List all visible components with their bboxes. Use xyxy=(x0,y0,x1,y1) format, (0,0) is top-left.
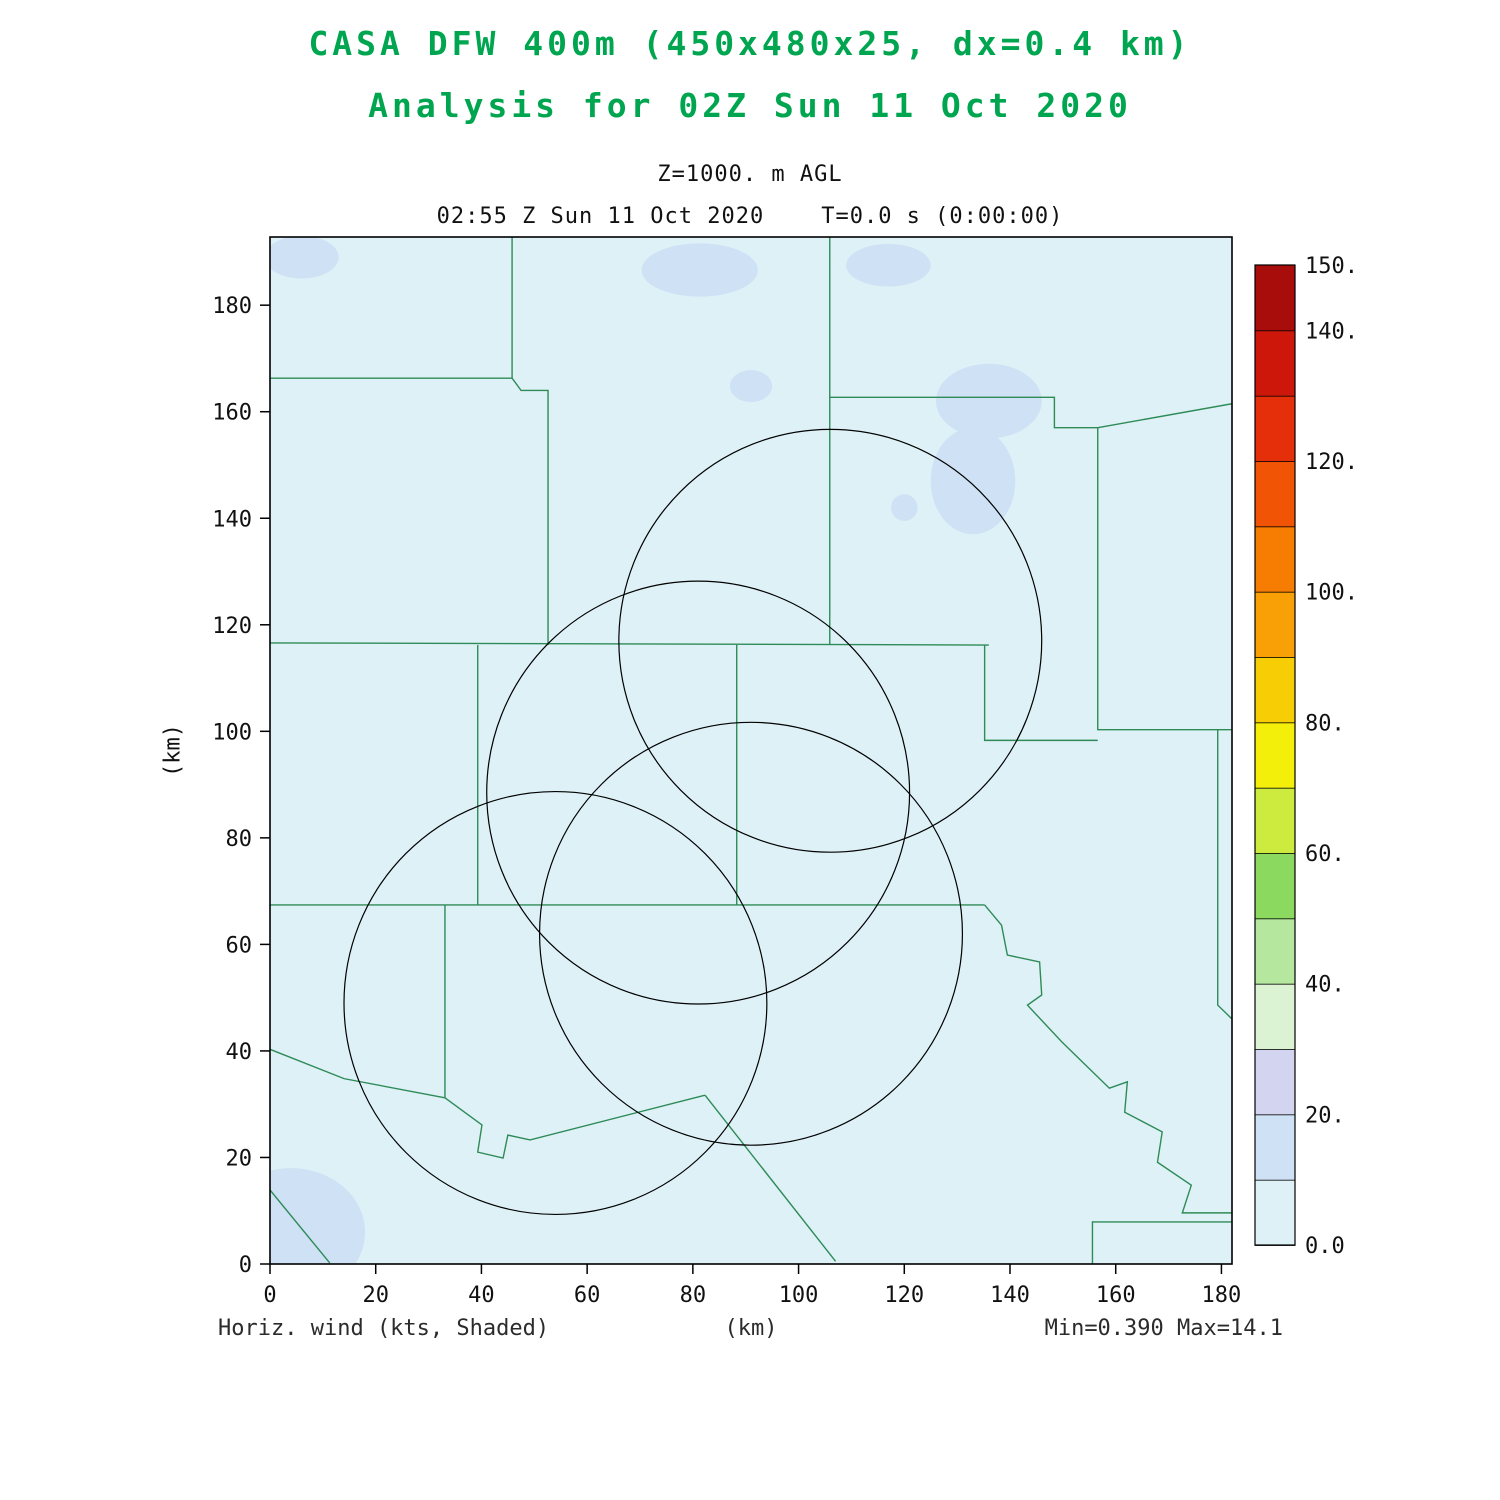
x-tick-label: 180 xyxy=(1202,1283,1242,1308)
county-boundary-line xyxy=(270,1048,446,1099)
x-tick-label: 60 xyxy=(574,1283,601,1308)
colorbar-segment xyxy=(1254,1113,1296,1181)
colorbar-segment xyxy=(1254,917,1296,985)
y-tick-label: 180 xyxy=(212,294,252,319)
x-tick-label: 160 xyxy=(1096,1283,1136,1308)
radar-range-circle xyxy=(618,428,1043,853)
county-boundary-line xyxy=(1097,403,1232,429)
county-boundary-line xyxy=(444,1094,706,1159)
county-boundary-line xyxy=(270,642,989,646)
plot-frame xyxy=(269,236,1233,1265)
plot-subtitle: Analysis for 02Z Sun 11 Oct 2020 xyxy=(368,86,1132,125)
colorbar-segment xyxy=(1254,1179,1296,1246)
wind-shade-patch xyxy=(641,243,758,297)
field-caption: Horiz. wind (kts, Shaded) xyxy=(218,1316,550,1341)
x-tick-label: 100 xyxy=(779,1283,819,1308)
wind-shade-patch xyxy=(891,494,918,521)
colorbar-tick-label: 0.0 xyxy=(1305,1234,1345,1259)
colorbar-segment xyxy=(1254,983,1296,1050)
map-background xyxy=(270,237,1232,1264)
wind-shade-patch xyxy=(846,243,931,287)
wind-shade-patch xyxy=(936,363,1042,439)
wind-shade-patch xyxy=(270,237,339,279)
county-boundary-line xyxy=(1091,1221,1232,1264)
radar-range-circle xyxy=(538,721,964,1146)
colorbar-segment xyxy=(1254,591,1296,658)
radar-range-circle xyxy=(486,580,911,1005)
map-area xyxy=(270,237,1232,1264)
minmax-caption: Min=0.390 Max=14.1 xyxy=(1044,1316,1283,1341)
county-boundary-line xyxy=(270,1189,331,1264)
y-tick-label: 20 xyxy=(226,1146,253,1171)
y-tick-label: 140 xyxy=(212,507,252,532)
colorbar-segment xyxy=(1254,1048,1296,1116)
colorbar-segment xyxy=(1254,656,1296,724)
colorbar-tick-label: 120. xyxy=(1305,450,1358,475)
y-axis-label: (km) xyxy=(160,724,186,777)
colorbar-segment xyxy=(1254,329,1296,397)
colorbar-tick-label: 60. xyxy=(1305,842,1345,867)
y-tick-label: 60 xyxy=(226,933,253,958)
county-boundary-line xyxy=(1217,729,1232,1020)
x-tick-label: 80 xyxy=(680,1283,707,1308)
colorbar-segment xyxy=(1254,264,1296,332)
level-label: Z=1000. m AGL xyxy=(657,162,843,187)
colorbar-tick-label: 80. xyxy=(1305,711,1345,736)
y-tick-label: 100 xyxy=(212,720,252,745)
colorbar-tick-label: 40. xyxy=(1305,973,1345,998)
y-tick-label: 0 xyxy=(239,1253,252,1278)
y-tick-label: 160 xyxy=(212,401,252,426)
x-tick-label: 0 xyxy=(263,1283,276,1308)
colorbar-tick-label: 20. xyxy=(1305,1103,1345,1128)
y-tick-label: 80 xyxy=(226,827,253,852)
county-boundary-line xyxy=(984,904,1232,1214)
county-boundary-line xyxy=(270,377,549,646)
y-tick-label: 120 xyxy=(212,614,252,639)
wind-shade-patch xyxy=(729,370,773,403)
county-boundary-line xyxy=(704,1094,837,1262)
colorbar-tick-label: 100. xyxy=(1305,581,1358,606)
x-tick-label: 20 xyxy=(362,1283,389,1308)
colorbar-tick-label: 140. xyxy=(1305,319,1358,344)
colorbar-tick-label: 150. xyxy=(1305,254,1358,279)
plot-title: CASA DFW 400m (450x480x25, dx=0.4 km) xyxy=(308,24,1192,63)
y-tick-label: 40 xyxy=(226,1040,253,1065)
time-label: 02:55 Z Sun 11 Oct 2020 T=0.0 s (0:00:00… xyxy=(436,204,1064,229)
radar-range-circle xyxy=(343,790,768,1216)
colorbar-segment xyxy=(1254,525,1296,593)
county-boundary-line xyxy=(983,645,1098,742)
colorbar-segment xyxy=(1254,787,1296,854)
x-axis-label: (km) xyxy=(724,1316,778,1341)
county-boundary-line xyxy=(829,396,1099,731)
colorbar-frame xyxy=(1254,264,1296,1246)
colorbar-segment xyxy=(1254,721,1296,789)
colorbar-segment xyxy=(1254,852,1296,920)
colorbar-segment xyxy=(1254,460,1296,528)
x-tick-label: 140 xyxy=(990,1283,1030,1308)
x-tick-label: 120 xyxy=(884,1283,924,1308)
wind-shade-patch xyxy=(270,1168,366,1264)
x-tick-label: 40 xyxy=(468,1283,495,1308)
colorbar-segment xyxy=(1254,395,1296,462)
